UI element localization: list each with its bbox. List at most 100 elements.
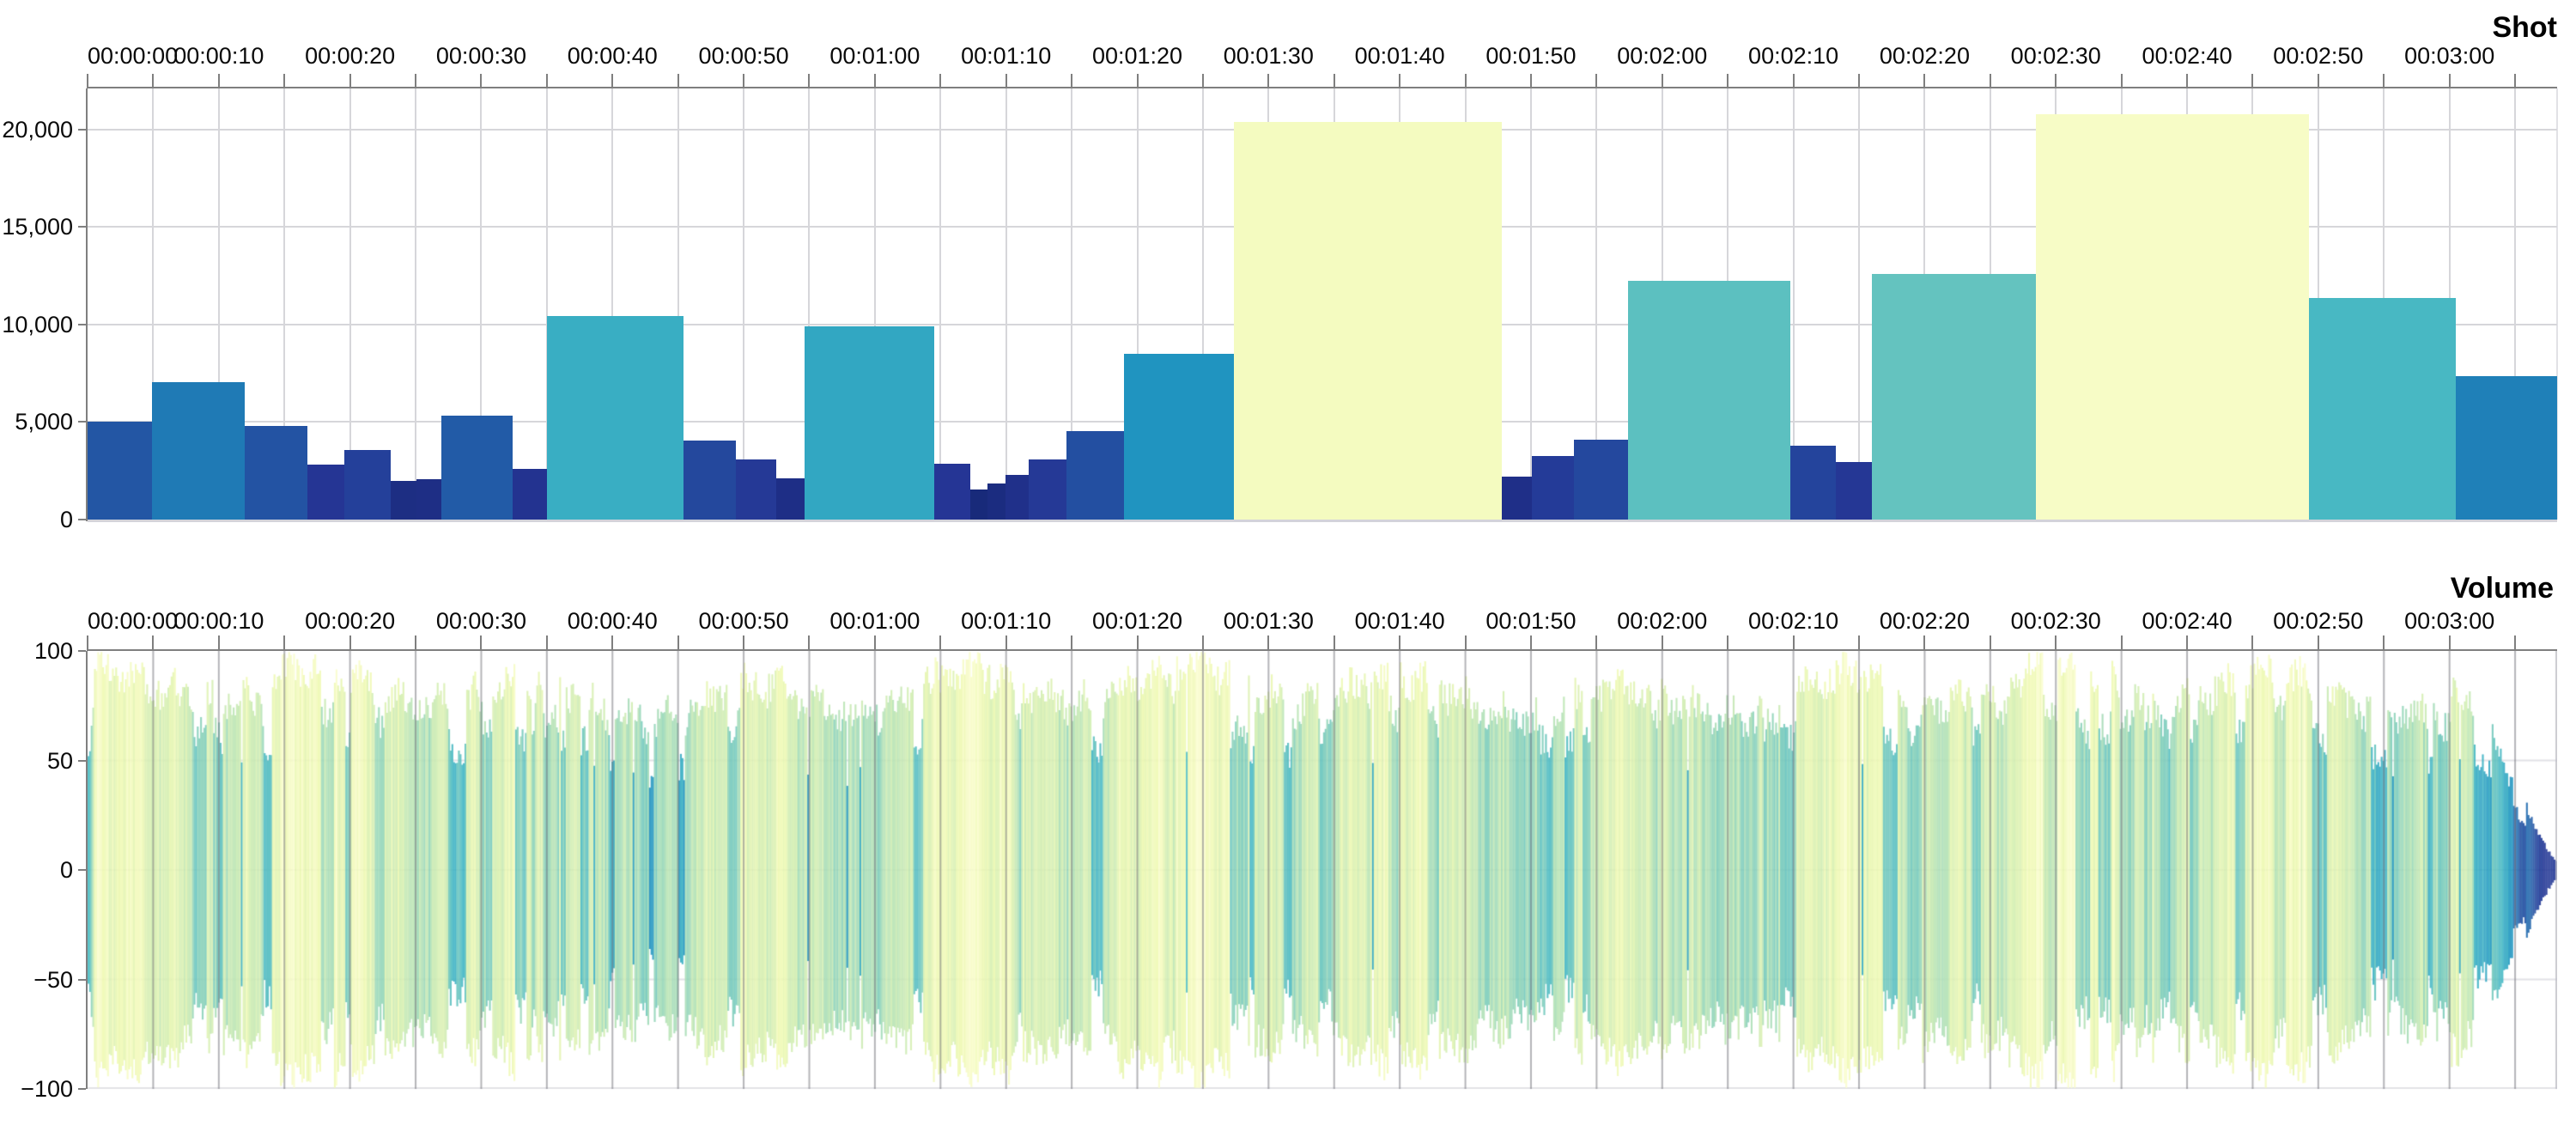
shot-bar[interactable] [1836,461,1872,520]
shot-x-axis-label: 00:02:00 [1617,43,1708,69]
shot-x-baseline [88,520,2557,522]
shot-bar[interactable] [440,415,513,520]
volume-y-axis-tick [78,1088,86,1090]
volume-x-axis-tick [939,635,942,651]
shot-x-axis-tick [545,74,548,88]
shot-bar[interactable] [987,483,1005,520]
shot-x-axis-label: 00:00:00 [88,43,179,69]
volume-x-axis-tick [349,635,351,651]
shot-bar[interactable] [933,464,971,520]
shot-bar[interactable] [683,441,736,520]
shot-bar[interactable] [805,326,934,520]
shot-vertical-gridline [873,88,876,520]
shot-x-axis-tick [2055,74,2057,88]
shot-x-axis-tick [1201,74,1204,88]
shot-bar[interactable] [1574,439,1629,520]
volume-x-axis-label: 00:00:20 [305,608,396,634]
volume-y-axis-tick [78,650,86,652]
volume-x-axis-label: 00:03:00 [2404,608,2495,634]
shot-x-axis-label: 00:00:40 [567,43,658,69]
volume-y-axis-label: 50 [46,747,73,774]
volume-chart-title: Volume [2450,572,2554,605]
volume-x-axis-label: 00:01:30 [1223,608,1314,634]
shot-vertical-gridline [743,88,745,520]
shot-bar[interactable] [1871,273,2036,520]
shot-bar[interactable] [1502,477,1532,520]
shot-bar[interactable] [546,315,683,520]
volume-x-axis-label: 00:00:40 [567,608,658,634]
shot-bar[interactable] [88,422,152,520]
volume-x-axis-label: 00:02:30 [2010,608,2101,634]
shot-x-axis-label: 00:01:10 [961,43,1052,69]
shot-bar[interactable] [513,468,547,520]
shot-x-axis-label: 00:00:20 [305,43,396,69]
volume-x-axis-tick [1464,635,1467,651]
volume-x-axis-tick [152,635,155,651]
shot-bar[interactable] [343,449,391,520]
volume-x-axis-tick [2055,635,2057,651]
shot-bar[interactable] [1005,474,1030,520]
volume-x-axis-tick [415,635,417,651]
shot-x-axis-tick [2448,74,2451,88]
shot-y-axis-tick [78,226,86,228]
volume-left-axis-line [86,651,88,1089]
shot-x-axis-tick [152,74,155,88]
shot-vertical-gridline [415,88,417,520]
shot-x-axis-tick [1727,74,1729,88]
shot-x-axis-label: 00:00:10 [173,43,264,69]
shot-bar[interactable] [970,489,988,520]
shot-x-axis-tick [283,74,286,88]
shot-x-axis-label: 00:01:30 [1223,43,1314,69]
shot-bar[interactable] [1124,353,1234,520]
shot-x-axis-label: 00:00:50 [698,43,789,69]
shot-y-axis-label: 15,000 [2,214,73,240]
shot-bar[interactable] [1789,445,1837,520]
shot-bar[interactable] [1066,431,1125,520]
volume-x-axis-label: 00:02:20 [1879,608,1970,634]
shot-vertical-gridline [1529,88,1532,520]
volume-x-axis-tick [87,635,88,651]
shot-left-axis-line [86,88,88,521]
shot-y-axis-tick [78,519,86,520]
shot-x-axis-tick [1005,74,1007,88]
volume-x-axis-label: 00:01:10 [961,608,1052,634]
volume-x-axis-tick [2317,635,2319,651]
shot-vertical-gridline [1005,88,1007,520]
shot-bar[interactable] [2309,298,2457,520]
shot-y-axis-label: 10,000 [2,311,73,338]
shot-bar[interactable] [391,480,416,520]
shot-bar[interactable] [1628,280,1790,520]
shot-x-axis-tick [217,74,220,88]
shot-x-axis-tick [1923,74,1926,88]
shot-x-axis-tick [2186,74,2189,88]
shot-bar[interactable] [416,479,441,520]
shot-vertical-gridline [1071,88,1073,520]
shot-bar[interactable] [735,459,777,520]
volume-x-axis-tick [1136,635,1139,651]
shot-bar[interactable] [1531,456,1575,520]
shot-bar[interactable] [2456,376,2557,520]
shot-y-axis-tick [78,128,86,131]
volume-y-axis-tick [78,869,86,871]
shot-bar[interactable] [776,478,805,520]
shot-x-axis-tick [1858,74,1861,88]
shot-y-axis-label: 20,000 [2,116,73,143]
shot-x-axis-tick [873,74,876,88]
shot-vertical-gridline [349,88,351,520]
shot-bar[interactable] [151,381,245,520]
shot-bar[interactable] [1233,121,1503,520]
shot-x-axis-tick [1267,74,1270,88]
volume-x-axis-label: 00:01:20 [1091,608,1183,634]
shot-bar[interactable] [1029,459,1066,520]
volume-x-axis-tick [2251,635,2254,651]
shot-vertical-gridline [2514,88,2517,520]
shot-x-axis-label: 00:03:00 [2404,43,2495,69]
shot-x-axis-tick [349,74,351,88]
shot-x-axis-tick [1333,74,1335,88]
shot-bar[interactable] [307,465,344,520]
shot-bar[interactable] [244,425,307,520]
shot-plot-right-border [2556,88,2558,520]
shot-bar[interactable] [2035,113,2310,520]
shot-vertical-gridline [808,88,811,520]
shot-x-axis-tick [1661,74,1663,88]
